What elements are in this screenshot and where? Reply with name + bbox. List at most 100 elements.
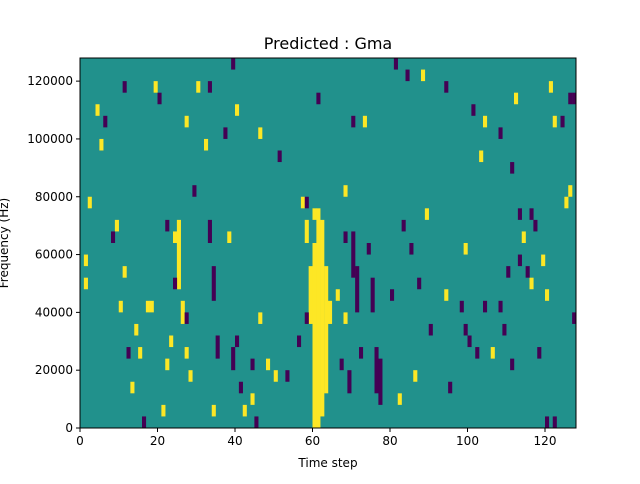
- high-value-cell: [541, 254, 546, 267]
- low-value-cell: [343, 231, 348, 243]
- high-value-cell: [258, 127, 263, 139]
- high-value-cell: [463, 243, 468, 255]
- high-value-cell: [149, 300, 154, 313]
- low-value-cell: [304, 196, 309, 209]
- low-value-cell: [378, 358, 383, 405]
- x-axis: 0 20 40 60 80 100 120: [76, 428, 556, 448]
- high-value-cell: [122, 266, 127, 278]
- low-value-cell: [510, 162, 515, 174]
- low-value-cell: [238, 381, 243, 394]
- high-value-cell: [479, 150, 484, 163]
- high-value-cell: [184, 115, 189, 128]
- low-value-cell: [498, 300, 503, 313]
- high-value-cell: [397, 393, 402, 405]
- y-tick-label: 120000: [27, 74, 73, 88]
- high-value-cell: [258, 312, 263, 324]
- high-value-cell: [235, 104, 240, 116]
- low-value-cell: [165, 219, 170, 232]
- high-value-cell: [548, 81, 553, 93]
- low-value-cell: [374, 347, 379, 394]
- low-value-cell: [390, 289, 395, 301]
- high-value-cell: [204, 138, 209, 151]
- high-value-cell: [312, 243, 317, 428]
- y-tick-label: 100000: [27, 132, 73, 146]
- x-tick-label: 40: [227, 434, 242, 448]
- high-value-cell: [211, 404, 216, 417]
- low-value-cell: [529, 208, 534, 220]
- y-tick-label: 80000: [35, 190, 73, 204]
- high-value-cell: [145, 300, 150, 313]
- low-value-cell: [157, 92, 162, 105]
- low-value-cell: [471, 104, 476, 116]
- low-value-cell: [103, 115, 108, 128]
- y-tick-label: 60000: [35, 248, 73, 262]
- low-value-cell: [111, 231, 116, 243]
- high-value-cell: [266, 358, 271, 371]
- low-value-cell: [525, 266, 530, 278]
- low-value-cell: [417, 277, 422, 290]
- high-value-cell: [490, 347, 495, 359]
- low-value-cell: [347, 370, 352, 394]
- high-value-cell: [227, 231, 232, 243]
- low-value-cell: [231, 58, 236, 70]
- high-value-cell: [424, 208, 429, 220]
- y-axis-label: Frequency (Hz): [0, 198, 11, 289]
- low-value-cell: [393, 58, 398, 70]
- high-value-cell: [118, 300, 123, 313]
- low-value-cell: [297, 335, 302, 348]
- y-axis: 0 20000 40000 60000 80000 100000 120000: [27, 74, 80, 435]
- high-value-cell: [304, 219, 309, 244]
- low-value-cell: [184, 312, 189, 324]
- low-value-cell: [552, 416, 557, 428]
- low-value-cell: [401, 219, 406, 232]
- low-value-cell: [568, 92, 573, 105]
- low-value-cell: [517, 208, 522, 220]
- low-value-cell: [370, 277, 375, 313]
- low-value-cell: [285, 370, 290, 382]
- high-value-cell: [176, 219, 181, 290]
- low-value-cell: [502, 323, 507, 336]
- low-value-cell: [366, 243, 371, 255]
- high-value-cell: [413, 370, 418, 382]
- low-value-cell: [339, 358, 344, 371]
- high-value-cell: [161, 404, 166, 417]
- low-value-cell: [231, 347, 236, 371]
- high-value-cell: [483, 115, 488, 128]
- low-value-cell: [498, 127, 503, 139]
- low-value-cell: [475, 347, 480, 359]
- high-value-cell: [444, 289, 449, 301]
- high-value-cell: [138, 347, 143, 359]
- high-value-cell: [362, 115, 367, 128]
- x-tick-label: 20: [150, 434, 165, 448]
- low-value-cell: [444, 81, 449, 93]
- low-value-cell: [483, 300, 488, 313]
- high-value-cell: [273, 370, 278, 382]
- low-value-cell: [405, 69, 410, 82]
- high-value-cell: [568, 185, 573, 197]
- high-value-cell: [196, 81, 201, 93]
- high-value-cell: [134, 323, 139, 336]
- low-value-cell: [545, 416, 550, 428]
- high-value-cell: [95, 104, 100, 116]
- high-value-cell: [421, 69, 426, 82]
- high-value-cell: [308, 266, 313, 324]
- low-value-cell: [235, 335, 240, 348]
- x-tick-label: 100: [456, 434, 479, 448]
- x-tick-label: 60: [305, 434, 320, 448]
- low-value-cell: [250, 358, 255, 371]
- high-value-cell: [169, 335, 174, 348]
- low-value-cell: [351, 115, 356, 128]
- low-value-cell: [211, 266, 216, 301]
- high-value-cell: [99, 138, 104, 151]
- low-value-cell: [572, 312, 577, 324]
- high-value-cell: [343, 185, 348, 197]
- high-value-cell: [188, 370, 193, 382]
- high-value-cell: [521, 231, 526, 243]
- high-value-cell: [87, 196, 92, 209]
- high-value-cell: [153, 81, 158, 93]
- high-value-cell: [324, 266, 329, 394]
- low-value-cell: [409, 243, 414, 255]
- low-value-cell: [277, 150, 282, 163]
- low-value-cell: [572, 92, 577, 105]
- low-value-cell: [215, 335, 220, 359]
